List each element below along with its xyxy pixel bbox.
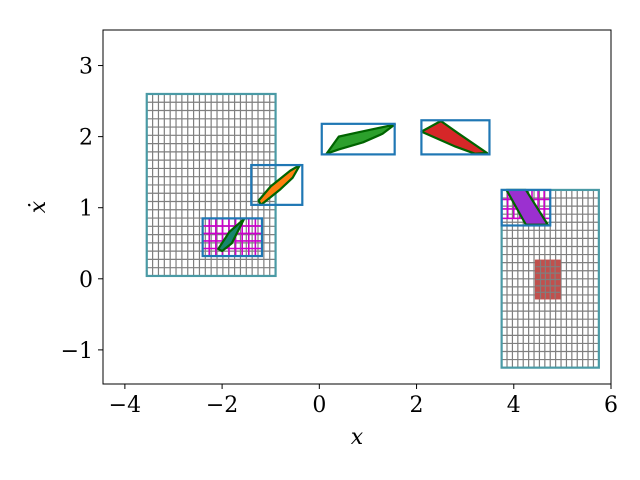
axes-frame <box>102 29 612 385</box>
y-tick-label-0: −1 <box>61 339 93 364</box>
reach-polygon-1 <box>257 163 301 206</box>
x-tick-label-5: 6 <box>604 393 618 418</box>
x-axis-label: x <box>351 425 364 450</box>
x-tick-label-4: 4 <box>507 393 521 418</box>
y-tick-label-4: 3 <box>79 55 93 80</box>
patch-cells-0 <box>535 260 560 299</box>
bounding-rect-4 <box>500 188 552 227</box>
x-tick-label-2: 0 <box>312 393 326 418</box>
bounding-rect-0 <box>250 163 304 206</box>
x-tick-label-0: −4 <box>109 393 141 418</box>
gridded-region-cells-0 <box>146 93 276 276</box>
reach-polygon-0 <box>325 123 396 155</box>
data-layer <box>145 92 600 369</box>
x-axis-ticks: −4 −2 0 2 4 6 <box>109 384 618 418</box>
y-axis-ticks: −1 0 1 2 3 <box>61 55 103 364</box>
y-axis-label: ẋ <box>26 200 51 213</box>
x-tick-label-3: 2 <box>410 393 424 418</box>
bounding-rect-1 <box>320 122 396 156</box>
y-tick-label-3: 2 <box>79 126 93 151</box>
y-tick-label-2: 1 <box>79 197 93 222</box>
reach-polygon-3 <box>217 217 246 253</box>
bounding-rect-3 <box>201 217 264 258</box>
bounding-rect-2 <box>420 119 491 156</box>
x-tick-label-1: −2 <box>206 393 238 418</box>
y-tick-label-1: 0 <box>79 268 93 293</box>
